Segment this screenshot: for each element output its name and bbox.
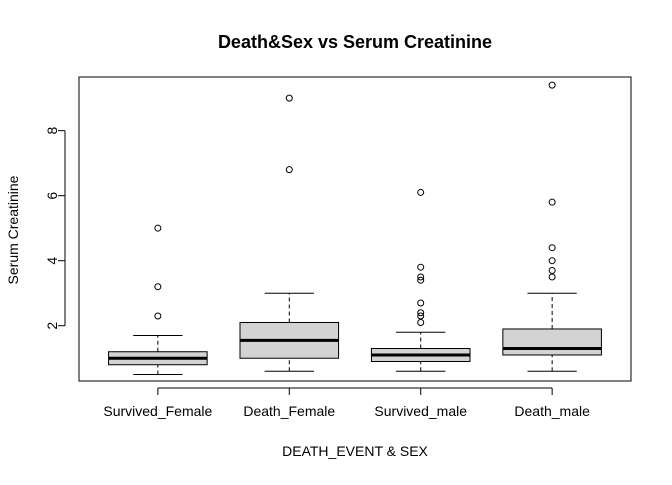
x-axis-label: DEATH_EVENT & SEX	[282, 443, 428, 459]
outlier-point	[285, 94, 293, 102]
y-axis: 2 4 6 8	[44, 127, 66, 330]
outlier-point	[548, 81, 556, 89]
x-tick-label: Survived_male	[374, 403, 467, 419]
box-survived-female	[108, 224, 208, 375]
box-survived-male	[370, 188, 471, 372]
box-death-male	[502, 81, 602, 372]
outlier-point	[417, 309, 425, 317]
outlier-point	[548, 266, 556, 274]
outlier-point	[417, 312, 425, 320]
outlier-point	[548, 198, 556, 206]
boxes-group	[108, 81, 602, 375]
outlier-point	[154, 283, 162, 291]
y-axis-label: Serum Creatinine	[5, 175, 21, 284]
x-tick-label: Survived_Female	[103, 403, 212, 419]
x-tick-label: Death_male	[514, 403, 590, 419]
outlier-point	[417, 273, 425, 281]
x-axis: Survived_Female Death_Female Survived_male…	[103, 387, 590, 419]
y-tick-label: 6	[44, 192, 60, 200]
y-tick-label: 4	[44, 257, 60, 265]
x-tick-label: Death_Female	[243, 403, 335, 419]
outlier-point	[417, 263, 425, 271]
chart-title: Death&Sex vs Serum Creatinine	[218, 32, 492, 52]
outlier-point	[548, 273, 556, 281]
outlier-point	[417, 299, 425, 307]
outlier-point	[154, 312, 162, 320]
outlier-point	[285, 166, 293, 174]
y-tick-label: 8	[44, 127, 60, 135]
plot-frame	[78, 76, 632, 382]
outlier-point	[154, 224, 162, 232]
outlier-point	[417, 318, 425, 326]
outlier-point	[417, 276, 425, 284]
outlier-point	[548, 244, 556, 252]
iqr-box	[502, 328, 602, 356]
outlier-point	[417, 188, 425, 196]
outlier-point	[548, 257, 556, 265]
box-death-female	[239, 94, 340, 372]
y-tick-label: 2	[44, 322, 60, 330]
